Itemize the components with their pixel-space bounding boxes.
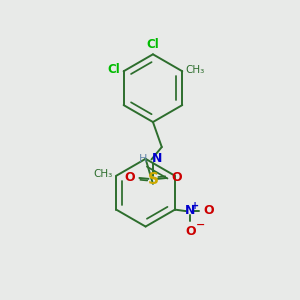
Text: Cl: Cl bbox=[147, 38, 159, 51]
Text: H: H bbox=[139, 154, 148, 164]
Text: −: − bbox=[196, 220, 206, 230]
Text: S: S bbox=[147, 172, 158, 187]
Text: N: N bbox=[185, 204, 195, 217]
Text: O: O bbox=[124, 172, 135, 184]
Text: +: + bbox=[191, 201, 199, 212]
Text: CH₃: CH₃ bbox=[186, 65, 205, 75]
Text: N: N bbox=[152, 152, 162, 165]
Text: CH₃: CH₃ bbox=[94, 169, 113, 179]
Text: Cl: Cl bbox=[107, 63, 120, 76]
Text: O: O bbox=[185, 225, 196, 238]
Text: O: O bbox=[171, 172, 181, 184]
Text: O: O bbox=[204, 204, 214, 217]
